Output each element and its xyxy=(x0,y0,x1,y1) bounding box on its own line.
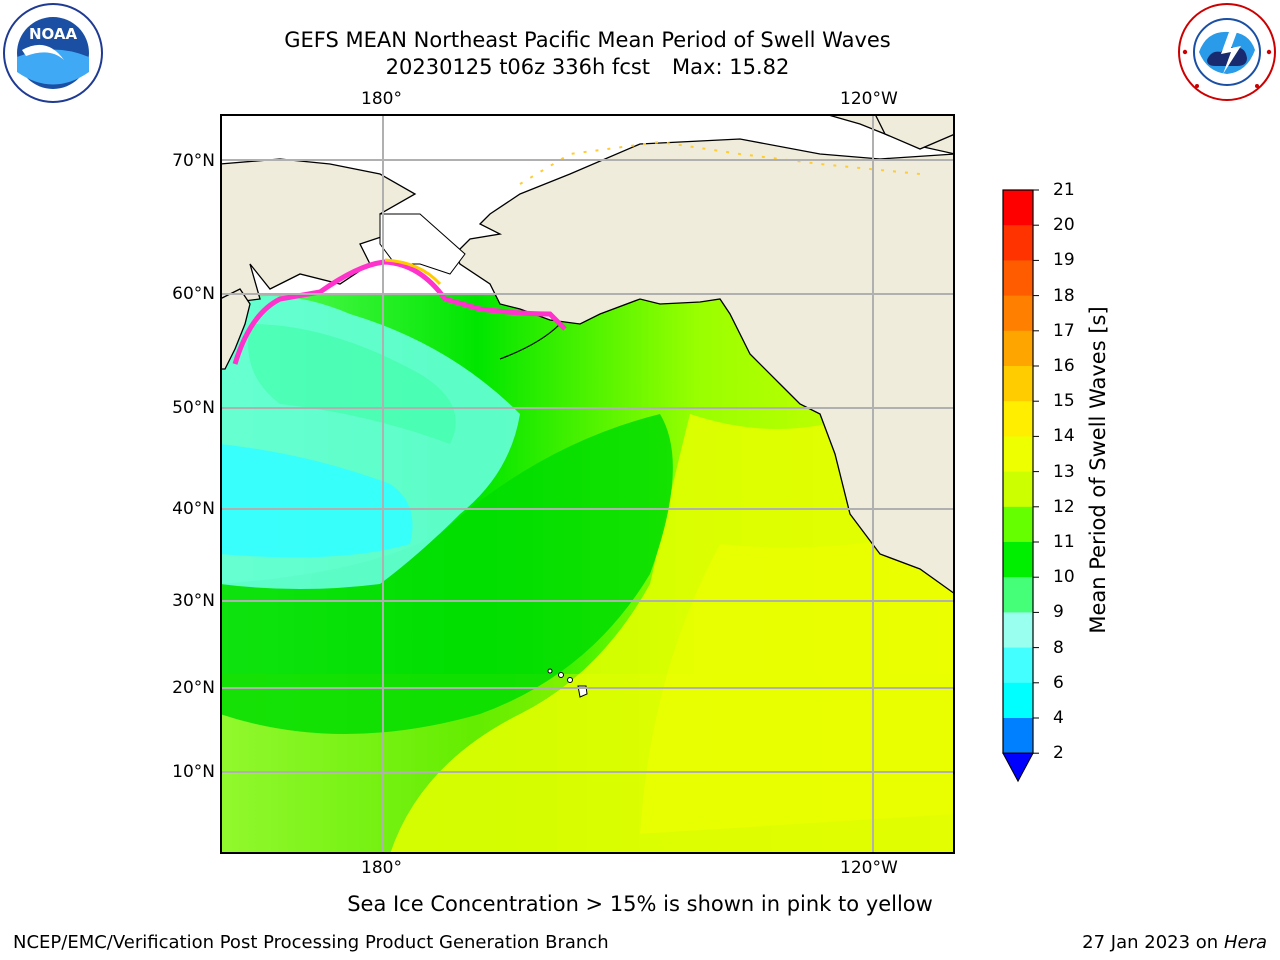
colorbar-tick-label: 19 xyxy=(1053,250,1075,271)
colorbar-segment xyxy=(1003,260,1033,297)
run-date-text: 27 Jan 2023 on xyxy=(1082,932,1219,953)
run-date: 27 Jan 2023 on Hera xyxy=(1082,932,1267,954)
colorbar-tick-label: 8 xyxy=(1053,637,1064,658)
colorbar-tick-label: 6 xyxy=(1053,672,1064,693)
colorbar-segment xyxy=(1003,612,1033,649)
colorbar-segment xyxy=(1003,542,1033,578)
colorbar-tick-label: 21 xyxy=(1053,180,1075,200)
colorbar-tick-label: 4 xyxy=(1053,708,1064,728)
colorbar-tick-label: 18 xyxy=(1053,285,1075,306)
colorbar-tick-label: 9 xyxy=(1053,602,1064,623)
colorbar-segment xyxy=(1003,718,1033,754)
colorbar-tick-label: 16 xyxy=(1053,356,1075,376)
colorbar-title: Mean Period of Swell Waves [s] xyxy=(1086,306,1110,634)
lon-label-120w-bottom: 120°W xyxy=(840,858,898,878)
swell-mid-region xyxy=(220,414,673,734)
colorbar-tick-label: 14 xyxy=(1053,426,1075,447)
lat-label-30n: 30°N xyxy=(172,591,215,611)
colorbar-segment xyxy=(1003,366,1033,402)
lat-label-60n: 60°N xyxy=(172,284,215,304)
chart-title: GEFS MEAN Northeast Pacific Mean Period … xyxy=(284,28,891,52)
svg-text:NOAA: NOAA xyxy=(29,25,78,43)
colorbar-segment xyxy=(1003,401,1033,437)
lat-label-10n: 10°N xyxy=(172,762,215,782)
lat-label-70n: 70°N xyxy=(172,151,215,171)
graticule xyxy=(220,114,955,854)
sea-ice-note: Sea Ice Concentration > 15% is shown in … xyxy=(347,892,933,916)
colorbar-segment xyxy=(1003,225,1033,261)
colorbar-tick-label: 15 xyxy=(1053,391,1075,412)
colorbar-segment xyxy=(1003,190,1033,226)
lat-label-40n: 40°N xyxy=(172,499,215,519)
max-value: Max: 15.82 xyxy=(672,55,790,79)
colorbar-tick-label: 10 xyxy=(1053,567,1075,588)
noaa-logo: NOAA xyxy=(3,3,103,103)
forecast-date: 20230125 t06z 336h fcst xyxy=(385,55,651,79)
lon-label-180-top: 180° xyxy=(361,89,402,109)
colorbar-segment xyxy=(1003,577,1033,613)
colorbar-segment xyxy=(1003,682,1033,719)
nws-logo xyxy=(1178,3,1276,101)
colorbar-segment xyxy=(1003,330,1033,367)
colorbar-segment xyxy=(1003,471,1033,508)
colorbar-segment xyxy=(1003,436,1033,473)
colorbar-tick-label: 20 xyxy=(1053,215,1075,236)
lon-label-180-bottom: 180° xyxy=(361,858,402,878)
colorbar-tick-label: 13 xyxy=(1053,461,1075,482)
lat-label-50n: 50°N xyxy=(172,398,215,418)
lat-label-20n: 20°N xyxy=(172,678,215,698)
colorbar-tick-label: 17 xyxy=(1053,320,1075,341)
colorbar-segment xyxy=(1003,506,1033,543)
map-panel xyxy=(220,114,955,854)
lon-label-120w-top: 120°W xyxy=(840,89,898,109)
colorbar-tick-label: 2 xyxy=(1053,743,1064,764)
machine-name: Hera xyxy=(1223,932,1267,953)
colorbar-segment xyxy=(1003,647,1033,684)
colorbar-tick-label: 11 xyxy=(1053,532,1075,552)
colorbar-segment xyxy=(1003,295,1033,332)
colorbar-extend-arrow xyxy=(1002,752,1034,783)
producer-credit: NCEP/EMC/Verification Post Processing Pr… xyxy=(13,932,609,953)
colorbar xyxy=(1002,189,1039,783)
colorbar-tick-label: 12 xyxy=(1053,496,1075,517)
sea-ice-edge xyxy=(232,259,567,365)
chart-subtitle: 20230125 t06z 336h fcst Max: 15.82 xyxy=(0,54,1175,80)
